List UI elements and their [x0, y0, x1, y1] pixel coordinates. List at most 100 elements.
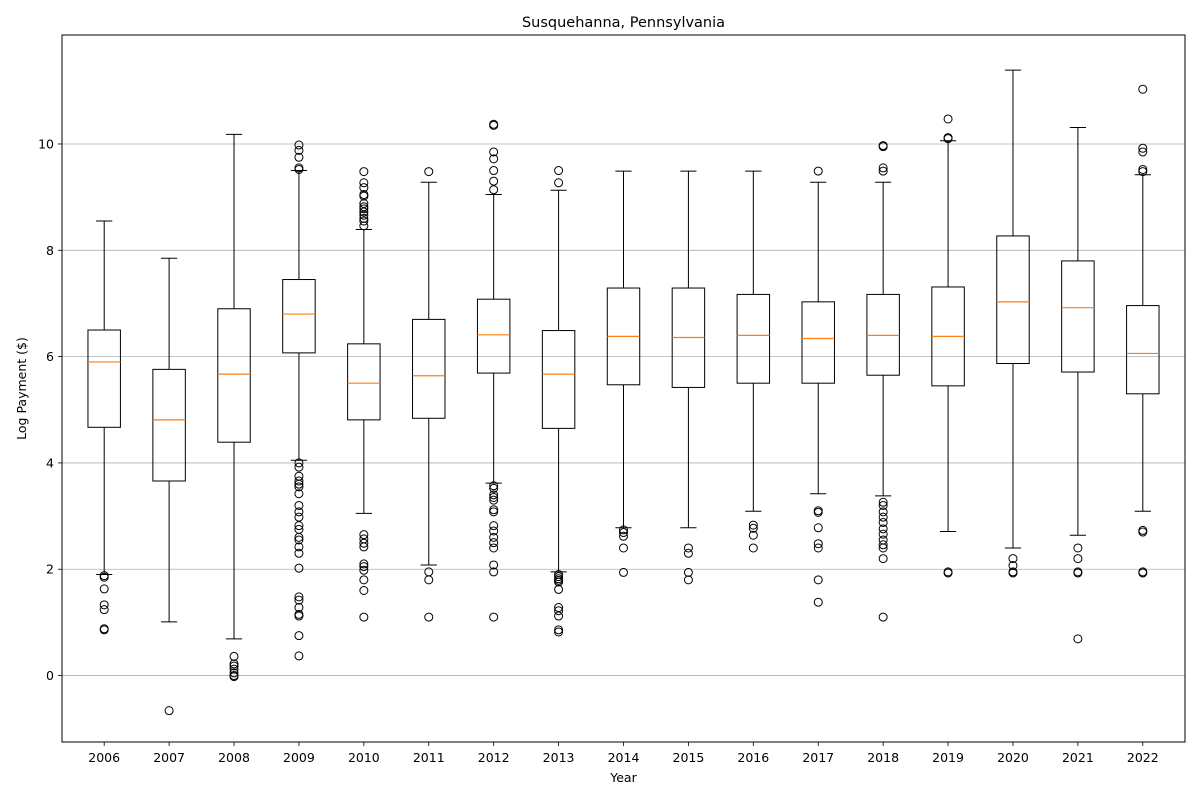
outlier-point	[1138, 568, 1148, 578]
outlier-point	[359, 202, 369, 212]
box-2008	[217, 133, 251, 682]
outlier-point	[294, 489, 304, 499]
x-tick-label: 2013	[543, 750, 575, 765]
outlier-point	[294, 458, 304, 468]
outlier-point	[943, 134, 953, 144]
outlier-point	[359, 204, 369, 214]
y-tick-label: 8	[46, 243, 54, 258]
outlier-point	[489, 505, 499, 515]
outlier-point	[424, 575, 434, 585]
x-tick-label: 2018	[867, 750, 899, 765]
outlier-point	[1138, 164, 1148, 174]
outlier-point	[359, 183, 369, 193]
outlier-point	[878, 524, 888, 534]
outlier-point	[878, 163, 888, 173]
outlier-point	[424, 612, 434, 622]
x-tick-label: 2006	[88, 750, 120, 765]
box-2020	[996, 69, 1030, 578]
outlier-point	[359, 530, 369, 540]
outlier-point	[748, 520, 758, 530]
outlier-point	[489, 507, 499, 517]
outlier-point	[1008, 568, 1018, 578]
outlier-point	[359, 213, 369, 223]
outlier-point	[164, 706, 174, 716]
box-iqr	[1126, 305, 1160, 395]
outlier-point	[878, 512, 888, 522]
outlier-point	[878, 142, 888, 152]
outlier-point	[229, 672, 239, 682]
y-tick-label: 4	[46, 455, 54, 470]
outlier-point	[878, 612, 888, 622]
outlier-point	[748, 523, 758, 533]
outlier-point	[554, 570, 564, 580]
outlier-point	[1138, 147, 1148, 157]
box-2017	[801, 166, 835, 607]
outlier-point	[878, 554, 888, 564]
outlier-point	[1073, 634, 1083, 644]
outlier-point	[813, 166, 823, 176]
box-2013	[541, 166, 576, 637]
outlier-point	[359, 542, 369, 552]
x-tick-label: 2014	[608, 750, 640, 765]
outlier-point	[489, 481, 499, 491]
x-tick-label: 2012	[478, 750, 510, 765]
outlier-point	[878, 517, 888, 527]
box-2021	[1061, 126, 1095, 644]
outlier-point	[554, 178, 564, 188]
outlier-point	[294, 603, 304, 613]
x-tick-label: 2008	[218, 750, 250, 765]
outlier-point	[1073, 554, 1083, 564]
box-iqr	[476, 298, 511, 374]
outlier-point	[1138, 143, 1148, 153]
box-iqr	[282, 279, 316, 354]
outlier-point	[878, 497, 888, 507]
outlier-point	[1138, 84, 1148, 94]
outlier-point	[294, 507, 304, 517]
x-tick-label: 2022	[1127, 750, 1159, 765]
outlier-point	[294, 631, 304, 641]
outlier-point	[489, 492, 499, 502]
box-2015	[671, 170, 706, 585]
outlier-point	[878, 540, 888, 550]
x-tick-label: 2016	[737, 750, 769, 765]
outlier-point	[294, 500, 304, 510]
y-tick-label: 0	[46, 668, 54, 683]
outlier-point	[359, 612, 369, 622]
x-tick-label: 2015	[673, 750, 705, 765]
outlier-point	[489, 532, 499, 542]
outlier-point	[294, 145, 304, 155]
outlier-point	[554, 577, 564, 587]
outlier-point	[99, 572, 109, 582]
x-tick-label: 2019	[932, 750, 964, 765]
outlier-point	[813, 523, 823, 533]
box-2010	[347, 167, 381, 622]
outlier-point	[294, 512, 304, 522]
outlier-point	[878, 166, 888, 176]
outlier-point	[229, 664, 239, 674]
outlier-point	[554, 603, 564, 613]
x-tick-label: 2020	[997, 750, 1029, 765]
y-tick-label: 6	[46, 349, 54, 364]
outlier-point	[683, 543, 693, 553]
box-2018	[866, 141, 900, 622]
outlier-point	[359, 586, 369, 595]
box-iqr	[541, 330, 576, 429]
outlier-point	[619, 528, 628, 538]
outlier-point	[554, 584, 564, 594]
outlier-point	[294, 542, 304, 552]
outlier-point	[619, 567, 628, 577]
y-axis-ticks: 0 2 4 6 8 10	[38, 136, 62, 683]
outlier-point	[359, 191, 369, 201]
outlier-point	[554, 611, 564, 621]
outlier-point	[489, 567, 499, 577]
outlier-point	[359, 167, 369, 177]
box-2014	[606, 170, 641, 577]
outlier-point	[294, 651, 304, 661]
outlier-point	[489, 147, 499, 157]
outlier-point	[813, 543, 823, 553]
x-tick-label: 2009	[283, 750, 315, 765]
outlier-point	[359, 565, 369, 575]
outlier-point	[489, 543, 499, 553]
outlier-point	[813, 575, 823, 585]
